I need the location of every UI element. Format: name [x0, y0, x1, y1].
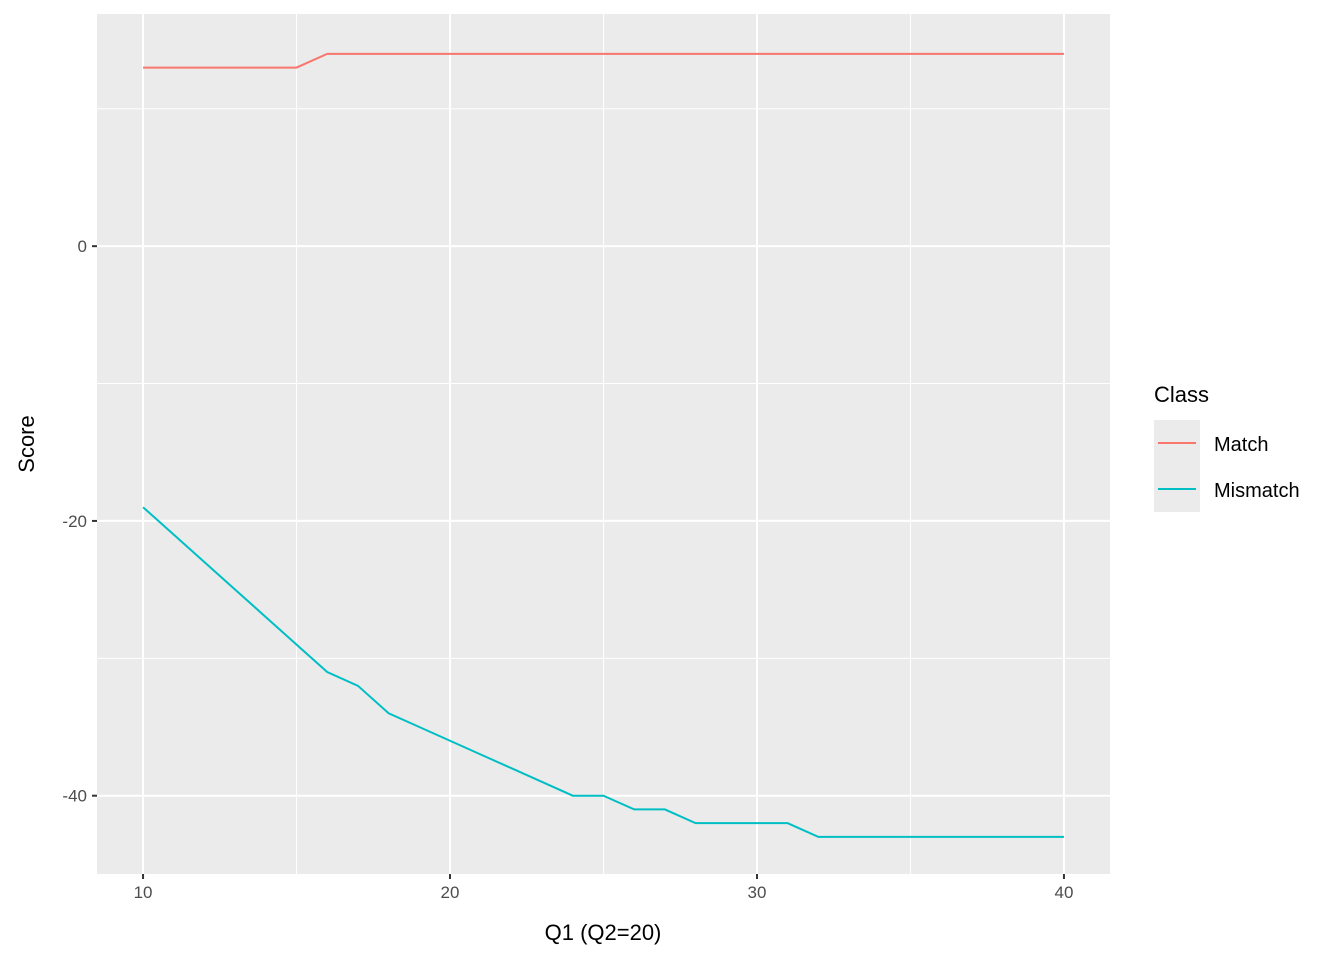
x-tick-label: 30 — [748, 883, 767, 902]
series-line-mismatch — [142, 506, 1064, 838]
x-tick-label: 40 — [1054, 883, 1073, 902]
legend-key-background — [1154, 420, 1200, 512]
legend: Class Match Mismatch — [1154, 382, 1300, 512]
x-tick-label: 10 — [134, 883, 153, 902]
y-tick-label: 0 — [78, 237, 87, 256]
series-line-match — [143, 52, 1064, 69]
x-tick-label: 20 — [441, 883, 460, 902]
y-tick-label: -20 — [62, 512, 87, 531]
legend-label-mismatch: Mismatch — [1214, 480, 1300, 502]
x-axis-label: Q1 (Q2=20) — [545, 920, 662, 945]
legend-label-match: Match — [1214, 434, 1268, 456]
legend-title: Class — [1154, 382, 1209, 407]
y-tick-label: -40 — [62, 787, 87, 806]
y-axis-label: Score — [14, 415, 39, 472]
